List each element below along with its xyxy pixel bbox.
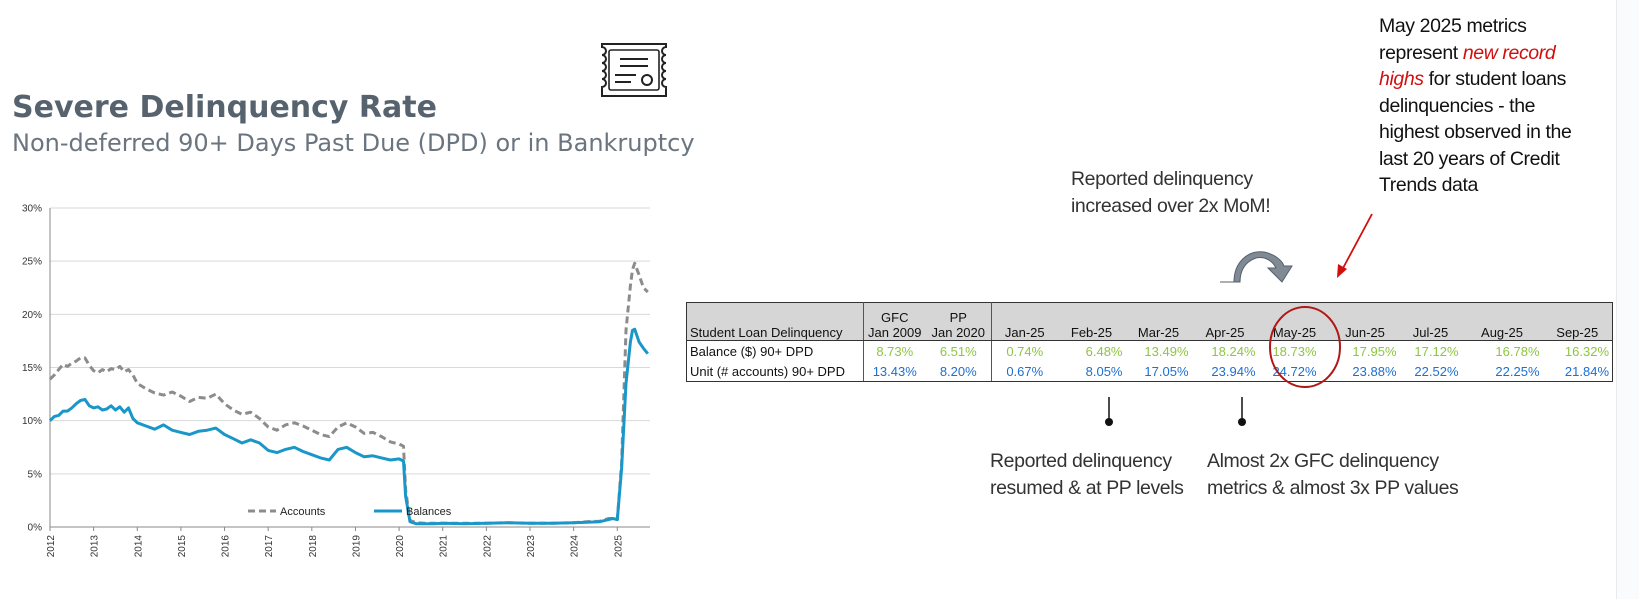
table-header-cell: Sep-25 <box>1542 302 1613 341</box>
table-cell: 23.88% <box>1330 361 1400 382</box>
table-header-cell: Apr-25 <box>1191 302 1259 341</box>
table-cell: 6.48% <box>1085 343 1123 359</box>
x-tick-label: 2014 <box>133 535 144 558</box>
table-header-cell: GFC Jan 2009 <box>863 302 926 341</box>
record-callout-line7: Trends data <box>1379 174 1478 196</box>
row-label: Balance ($) 90+ DPD <box>686 340 864 361</box>
record-text: represent <box>1379 41 1463 64</box>
table-cell: 18.73% <box>1272 343 1317 359</box>
record-callout-line2: represent new record <box>1379 40 1571 67</box>
table-cell: 22.25% <box>1461 361 1543 382</box>
gfc-callout-line2: metrics & almost 3x PP values <box>1207 476 1459 499</box>
table-cell: 13.49% <box>1144 343 1189 359</box>
record-callout-line4: delinquencies - the <box>1379 94 1536 117</box>
record-highlight-text: new record <box>1462 41 1556 64</box>
table-row: Unit (# accounts) 90+ DPD 13.43% 8.20% 0… <box>686 361 1613 382</box>
table-cell: 23.94% <box>1191 361 1259 382</box>
feb-pointer <box>1105 397 1113 426</box>
x-tick-label: 2022 <box>482 535 493 558</box>
may-25-highlight-circle <box>1269 306 1341 388</box>
record-callout-line3: highs for student loans <box>1379 66 1571 93</box>
certificate-icon <box>601 43 667 97</box>
x-tick-label: 2016 <box>221 535 232 558</box>
table-header-cell: Aug-25 <box>1461 302 1543 341</box>
table-cell: 16.32% <box>1542 340 1613 361</box>
row-label: Unit (# accounts) 90+ DPD <box>686 361 864 382</box>
table-header-cell: Feb-25 <box>1057 302 1126 341</box>
table-header-cell: Jan-25 <box>991 302 1058 341</box>
table-row: Balance ($) 90+ DPD 8.73% 6.51% 0.74% 6.… <box>686 340 1613 361</box>
gfc-callout-line1: Almost 2x GFC delinquency <box>1207 450 1439 472</box>
delinquency-line-chart: 0% 5% 10% 15% 20% 25% 30% 2012 2013 2014 2015 2016 2… <box>22 204 650 558</box>
resumed-callout: Reported delinquency resumed & at PP lev… <box>990 448 1184 501</box>
x-tick-label: 2012 <box>46 535 57 558</box>
y-tick-label: 5% <box>28 469 43 480</box>
x-tick-label: 2018 <box>308 535 319 558</box>
table-header-cell: Jul-25 <box>1399 302 1462 341</box>
table-cell: 8.05% <box>1057 361 1126 382</box>
curved-arrow-icon <box>1220 251 1293 283</box>
record-callout: May 2025 metrics represent new record hi… <box>1379 13 1572 199</box>
y-tick-label: 30% <box>22 204 42 215</box>
table-header-row: Student Loan Delinquency GFC Jan 2009 PP J… <box>686 302 1613 341</box>
resumed-callout-line2: resumed & at PP levels <box>990 476 1184 499</box>
y-tick-label: 20% <box>22 310 42 321</box>
table-cell: 17.05% <box>1125 361 1192 382</box>
legend-label: Balances <box>406 506 452 518</box>
mom-callout-line1: Reported delinquency <box>1071 168 1253 190</box>
y-tick-label: 10% <box>22 416 42 427</box>
red-arrow-icon <box>1337 213 1373 278</box>
table-cell: 0.74% <box>1006 343 1044 359</box>
table-cell: 8.20% <box>925 361 992 382</box>
delinquency-table: Student Loan Delinquency GFC Jan 2009 PP J… <box>686 302 1613 382</box>
table-cell: 22.52% <box>1399 361 1462 382</box>
table-header-cell: Mar-25 <box>1125 302 1192 341</box>
y-tick-label: 0% <box>28 523 43 534</box>
table-cell: 0.67% <box>991 361 1058 382</box>
table-cell: 8.73% <box>876 343 914 359</box>
mom-callout-line2: increased over 2x MoM! <box>1071 194 1271 217</box>
table-cell: 24.72% <box>1258 361 1331 382</box>
record-callout-line6: last 20 years of Credit <box>1379 147 1560 170</box>
y-tick-label: 15% <box>22 363 42 374</box>
table-cell: 16.78% <box>1495 343 1540 359</box>
x-tick-label: 2020 <box>395 535 406 558</box>
series-line-balances <box>48 327 649 526</box>
x-tick-label: 2025 <box>613 535 624 558</box>
chart-title: Severe Delinquency Rate <box>12 90 437 125</box>
x-tick-label: 2023 <box>526 535 537 558</box>
table-cell: 21.84% <box>1542 361 1613 382</box>
x-tick-label: 2024 <box>570 535 581 558</box>
x-tick-label: 2021 <box>439 535 450 558</box>
table-cell: 6.51% <box>925 340 992 361</box>
table-cell: 13.43% <box>863 361 926 382</box>
table-cell: 18.24% <box>1211 343 1256 359</box>
legend-label: Accounts <box>280 506 326 518</box>
record-callout-line1: May 2025 metrics <box>1379 15 1527 37</box>
table-header-cell: PP Jan 2020 <box>925 302 992 341</box>
x-tick-label: 2015 <box>177 535 188 558</box>
chart-subtitle: Non-deferred 90+ Days Past Due (DPD) or … <box>12 129 695 157</box>
gfc-callout: Almost 2x GFC delinquency metrics & almo… <box>1207 448 1459 501</box>
record-highlight-text: highs <box>1379 68 1424 90</box>
record-callout-line5: highest observed in the <box>1379 121 1572 143</box>
x-tick-label: 2013 <box>90 535 101 558</box>
apr-pointer <box>1238 397 1246 426</box>
y-tick-label: 25% <box>22 257 42 268</box>
x-tick-label: 2017 <box>264 535 275 558</box>
table-header-cell: Jun-25 <box>1330 302 1400 341</box>
table-cell: 17.12% <box>1414 343 1459 359</box>
resumed-callout-line1: Reported delinquency <box>990 450 1172 472</box>
x-tick-label: 2019 <box>351 535 362 558</box>
mom-callout: Reported delinquency increased over 2x M… <box>1071 166 1271 219</box>
table-header-label: Student Loan Delinquency <box>686 302 864 341</box>
scrollbar-edge[interactable] <box>1616 0 1639 599</box>
record-text: for student loans <box>1423 68 1567 90</box>
table-cell: 17.95% <box>1352 343 1397 359</box>
